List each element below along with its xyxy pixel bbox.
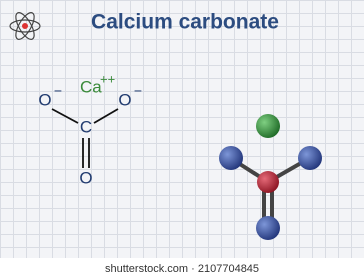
- carbon: C: [80, 117, 92, 136]
- charge: −: [54, 83, 62, 99]
- structural-formula: Ca ++ O − O − C O: [38, 71, 142, 187]
- oxygen-atom: [256, 216, 280, 240]
- watermark: shutterstock.com · 2107704845: [0, 258, 364, 280]
- bonds: [51, 108, 119, 168]
- calcium-ion: [256, 114, 280, 138]
- atom-icon: [9, 12, 41, 40]
- oxygen-atom: [298, 146, 322, 170]
- oxygen: O: [38, 90, 51, 109]
- oxygen-atom: [219, 146, 243, 170]
- oxygen: O: [79, 168, 92, 187]
- cation-charge: ++: [100, 71, 115, 86]
- ball-and-stick-model: [219, 114, 322, 240]
- charge: −: [134, 83, 142, 99]
- oxygen: O: [118, 90, 131, 109]
- cation-symbol: Ca: [80, 77, 102, 96]
- diagram: Calcium carbonate Ca ++ O − O − C O: [9, 11, 322, 240]
- grid-paper: [0, 0, 364, 258]
- title: Calcium carbonate: [91, 11, 279, 34]
- carbon-atom: [257, 171, 279, 193]
